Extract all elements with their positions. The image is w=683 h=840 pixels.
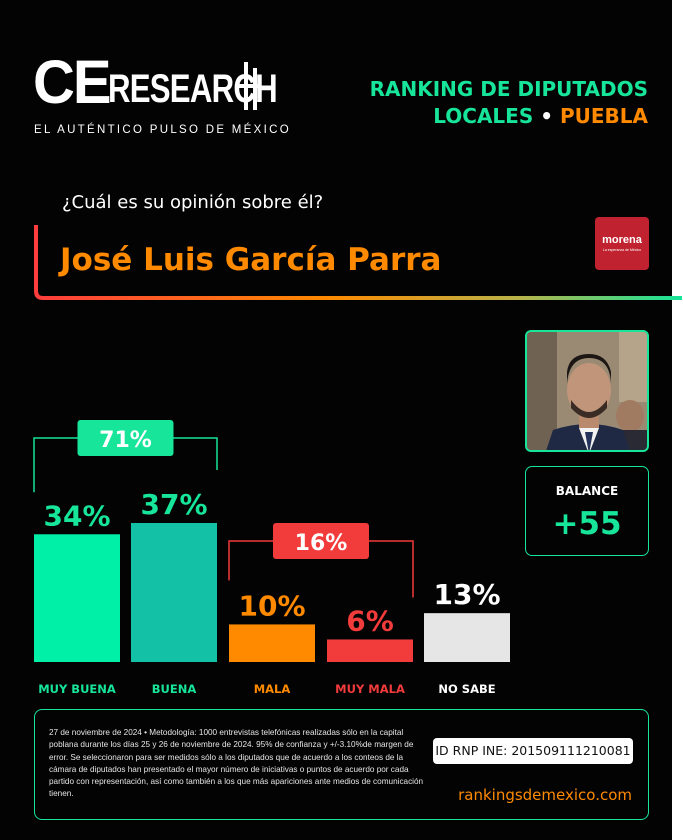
group-total-badge	[77, 420, 174, 456]
ranking-title-line1: RANKING DE DIPUTADOS	[369, 77, 648, 101]
rnp-id-badge: ID RNP INE: 201509111210081	[433, 738, 633, 764]
candidate-photo	[525, 330, 649, 452]
bar-value-label: 10%	[238, 589, 305, 622]
group-total-badge	[273, 523, 369, 559]
balance-value: +55	[552, 506, 622, 542]
party-name: morena	[602, 234, 642, 246]
brand-tagline: EL AUTÉNTICO PULSO DE MÉXICO	[34, 124, 291, 136]
morena-party-logo: morena La esperanza de México	[595, 217, 649, 270]
bar-mala	[229, 624, 315, 662]
balance-label: BALANCE	[555, 484, 619, 498]
bar-value-label: 13%	[433, 578, 500, 611]
ranking-scope: LOCALES	[433, 104, 534, 128]
group-total-label: 71%	[99, 428, 152, 453]
ranking-title: RANKING DE DIPUTADOS LOCALES • PUEBLA	[370, 76, 648, 130]
category-label: MUY MALA	[335, 682, 405, 696]
candidate-portrait-image	[527, 332, 647, 450]
category-label: NO SABE	[438, 682, 495, 696]
category-label: MALA	[254, 682, 291, 696]
survey-question: ¿Cuál es su opinión sobre él?	[62, 192, 324, 213]
candidate-name: José Luis García Parra	[60, 242, 442, 278]
balance-box: BALANCE +55	[525, 466, 649, 556]
bar-muy-buena	[34, 534, 120, 662]
title-separator: •	[540, 104, 553, 128]
bar-buena	[131, 523, 217, 662]
bar-value-label: 34%	[43, 499, 110, 532]
candidate-name-panel: José Luis García Parra	[34, 225, 682, 300]
bar-no-sabe	[424, 613, 510, 662]
logo-cross-icon	[237, 62, 261, 110]
group-total-label: 16%	[295, 531, 348, 556]
bar-value-label: 37%	[140, 488, 207, 521]
category-label: BUENA	[152, 682, 197, 696]
bar-value-label: 6%	[346, 604, 394, 637]
ranking-state: PUEBLA	[559, 104, 648, 128]
name-frame-line	[34, 225, 682, 300]
bar-muy-mala	[327, 639, 413, 662]
footer-box: 27 de noviembre de 2024 • Metodología: 1…	[34, 709, 649, 820]
ce-research-logo: CERESEARCH	[33, 48, 324, 118]
logo-ce: CE	[33, 48, 112, 117]
ranking-title-line2: LOCALES • PUEBLA	[370, 103, 648, 130]
category-label: MUY BUENA	[38, 682, 116, 696]
party-tagline: La esperanza de México	[602, 248, 642, 252]
website-link[interactable]: rankingsdemexico.com	[458, 786, 632, 804]
methodology-note: 27 de noviembre de 2024 • Metodología: 1…	[49, 728, 424, 799]
logo-research: RESEARCH	[107, 67, 278, 111]
